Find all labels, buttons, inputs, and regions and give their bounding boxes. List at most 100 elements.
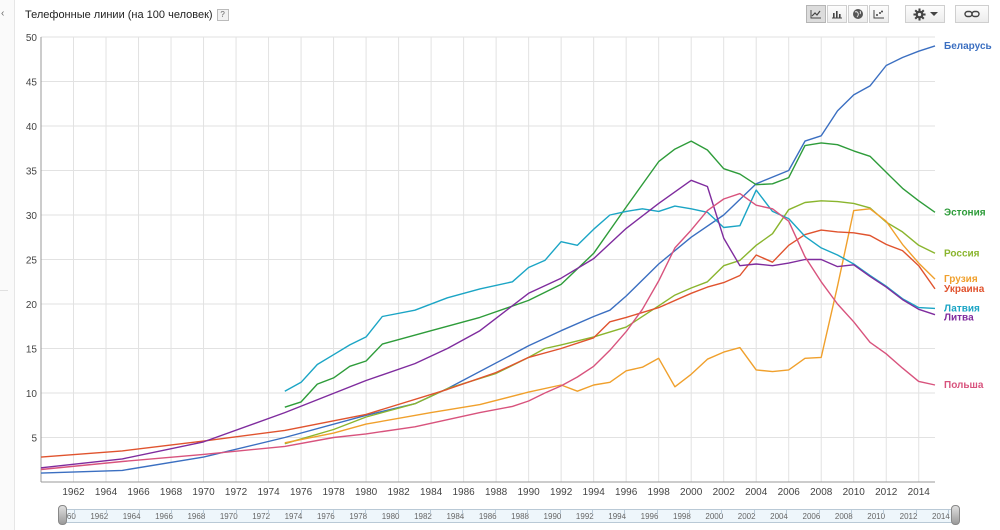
left-panel-edge: ‹	[0, 0, 15, 530]
line-chart-button[interactable]	[806, 5, 826, 23]
slider-year-label: 1994	[608, 512, 627, 521]
settings-button[interactable]	[905, 5, 945, 23]
series-line-3[interactable]	[284, 208, 936, 444]
left-panel-mark: ‹	[1, 8, 5, 19]
chart-type-toolbar	[806, 5, 890, 23]
series-line-7[interactable]	[40, 192, 936, 471]
x-tick-label: 1970	[192, 487, 215, 498]
x-tick-label: 1980	[355, 487, 378, 498]
x-tick-label: 1964	[95, 487, 118, 498]
link-icon	[964, 10, 980, 18]
line-chart-icon	[810, 10, 821, 19]
slider-year-label: 1978	[349, 512, 368, 521]
x-tick-label: 1962	[62, 487, 85, 498]
bar-chart-icon	[832, 11, 842, 19]
slider-year-label: 1984	[446, 512, 465, 521]
x-tick-label: 1994	[583, 487, 606, 498]
scatter-chart-icon	[873, 10, 884, 19]
slider-year-label: 1988	[511, 512, 529, 521]
map-button[interactable]	[848, 5, 868, 23]
slider-year-label: 1970	[219, 512, 238, 521]
chevron-down-icon	[929, 12, 938, 16]
slider-year-label: 2008	[834, 512, 853, 521]
slider-tick	[786, 509, 788, 514]
slider-tick	[235, 509, 237, 514]
legend-label-7[interactable]: Польша	[944, 380, 984, 391]
series-line-0[interactable]	[40, 45, 936, 474]
x-tick-label: 1984	[420, 487, 443, 498]
chart-grid	[41, 36, 935, 482]
slider-year-label: 1980	[381, 512, 400, 521]
x-tick-label: 1990	[518, 487, 541, 498]
slider-year-label: 1986	[478, 512, 497, 521]
x-tick-label: 2004	[745, 487, 768, 498]
y-tick-label: 15	[26, 345, 38, 356]
slider-tick	[397, 509, 399, 514]
slider-tick	[818, 509, 820, 514]
slider-tick	[300, 509, 302, 514]
gear-icon	[912, 7, 926, 21]
slider-tick	[268, 509, 270, 514]
slider-year-label: 2010	[867, 512, 886, 521]
slider-year-label: 2002	[737, 512, 756, 521]
slider-tick	[591, 509, 593, 514]
slider-year-label: 1964	[122, 512, 141, 521]
x-tick-label: 1974	[257, 487, 280, 498]
slider-year-label: 1972	[252, 512, 271, 521]
slider-tick	[948, 509, 949, 514]
x-tick-label: 1966	[127, 487, 150, 498]
series-line-5[interactable]	[284, 189, 936, 392]
link-button[interactable]	[955, 5, 989, 23]
y-tick-label: 40	[26, 122, 38, 133]
slider-tick	[559, 509, 561, 514]
chart-title: Телефонные линии (на 100 человек)	[25, 9, 213, 21]
slider-year-label: 1996	[640, 512, 659, 521]
slider-tick	[430, 509, 432, 514]
chart-header: Телефонные линии (на 100 человек) ?	[25, 9, 229, 21]
slider-tick	[332, 509, 334, 514]
x-tick-label: 2006	[778, 487, 801, 498]
legend-label-5[interactable]: Латвия	[944, 303, 980, 314]
slider-tick	[171, 509, 173, 514]
series-line-4[interactable]	[40, 229, 936, 458]
slider-tick	[721, 509, 723, 514]
slider-year-label: 1982	[414, 512, 432, 521]
slider-year-label: 1962	[90, 512, 109, 521]
legend-label-4[interactable]: Украина	[944, 284, 985, 295]
help-icon[interactable]: ?	[216, 9, 229, 21]
slider-year-label: 1976	[316, 512, 335, 521]
series-line-6[interactable]	[40, 179, 936, 469]
slider-year-label: 1968	[187, 512, 206, 521]
legend-label-1[interactable]: Эстония	[944, 207, 986, 218]
slider-year-label: 1990	[543, 512, 562, 521]
slider-tick	[203, 509, 205, 514]
y-tick-label: 45	[26, 78, 38, 89]
y-tick-label: 10	[26, 389, 38, 400]
slider-tick	[527, 509, 529, 514]
legend-label-2[interactable]: Россия	[944, 248, 980, 259]
slider-handle-end[interactable]	[951, 505, 960, 525]
bar-chart-button[interactable]	[827, 5, 847, 23]
series-line-1[interactable]	[284, 140, 936, 408]
slider-tick	[656, 509, 658, 514]
slider-year-label: 2000	[705, 512, 724, 521]
slider-tick	[138, 509, 140, 514]
x-tick-label: 2008	[810, 487, 833, 498]
y-tick-label: 20	[26, 300, 38, 311]
x-tick-label: 1976	[290, 487, 313, 498]
slider-year-label: 2014	[932, 512, 950, 521]
y-tick-label: 5	[31, 434, 37, 445]
scatter-button[interactable]	[869, 5, 889, 23]
slider-tick	[365, 509, 367, 514]
x-tick-label: 2000	[680, 487, 703, 498]
y-tick-label: 50	[26, 33, 38, 44]
legend-label-0[interactable]: Беларусь	[944, 41, 992, 52]
legend-label-6[interactable]: Литва	[944, 312, 974, 323]
x-tick-label: 2010	[843, 487, 866, 498]
x-tick-label: 1978	[322, 487, 345, 498]
slider-handle-start[interactable]	[58, 505, 67, 525]
x-tick-label: 2012	[875, 487, 898, 498]
legend-label-3[interactable]: Грузия	[944, 274, 978, 285]
